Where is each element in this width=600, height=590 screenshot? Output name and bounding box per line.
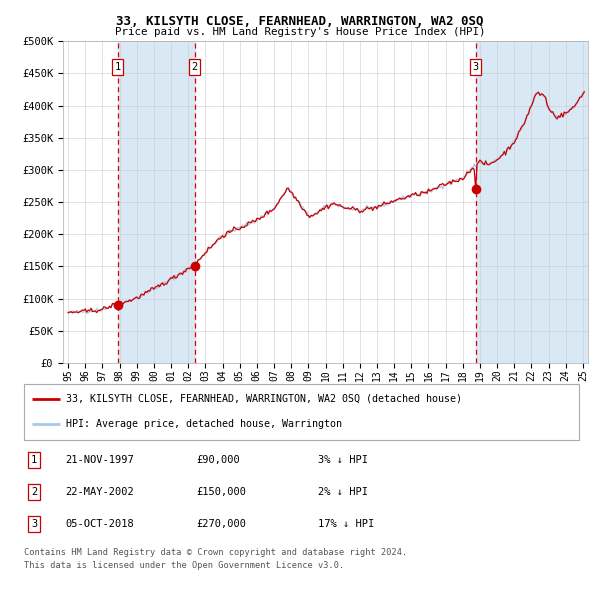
Text: 33, KILSYTH CLOSE, FEARNHEAD, WARRINGTON, WA2 0SQ: 33, KILSYTH CLOSE, FEARNHEAD, WARRINGTON… [116, 15, 484, 28]
Text: 1: 1 [115, 62, 121, 72]
Text: £90,000: £90,000 [196, 455, 240, 465]
Text: 21-NOV-1997: 21-NOV-1997 [65, 455, 134, 465]
Text: Contains HM Land Registry data © Crown copyright and database right 2024.: Contains HM Land Registry data © Crown c… [24, 548, 407, 556]
Text: 3% ↓ HPI: 3% ↓ HPI [318, 455, 368, 465]
Text: 33, KILSYTH CLOSE, FEARNHEAD, WARRINGTON, WA2 0SQ (detached house): 33, KILSYTH CLOSE, FEARNHEAD, WARRINGTON… [65, 394, 461, 404]
Text: This data is licensed under the Open Government Licence v3.0.: This data is licensed under the Open Gov… [24, 560, 344, 569]
Text: 22-MAY-2002: 22-MAY-2002 [65, 487, 134, 497]
Text: HPI: Average price, detached house, Warrington: HPI: Average price, detached house, Warr… [65, 419, 341, 430]
Text: 1: 1 [31, 455, 37, 465]
Text: 3: 3 [472, 62, 479, 72]
Text: £150,000: £150,000 [196, 487, 246, 497]
Text: £270,000: £270,000 [196, 519, 246, 529]
Text: 2: 2 [31, 487, 37, 497]
Text: 2% ↓ HPI: 2% ↓ HPI [318, 487, 368, 497]
Bar [476, 41, 592, 363]
Bar [118, 41, 195, 363]
Text: 05-OCT-2018: 05-OCT-2018 [65, 519, 134, 529]
Text: 17% ↓ HPI: 17% ↓ HPI [318, 519, 374, 529]
Text: Price paid vs. HM Land Registry's House Price Index (HPI): Price paid vs. HM Land Registry's House … [115, 27, 485, 37]
Text: 3: 3 [31, 519, 37, 529]
Text: 2: 2 [191, 62, 198, 72]
